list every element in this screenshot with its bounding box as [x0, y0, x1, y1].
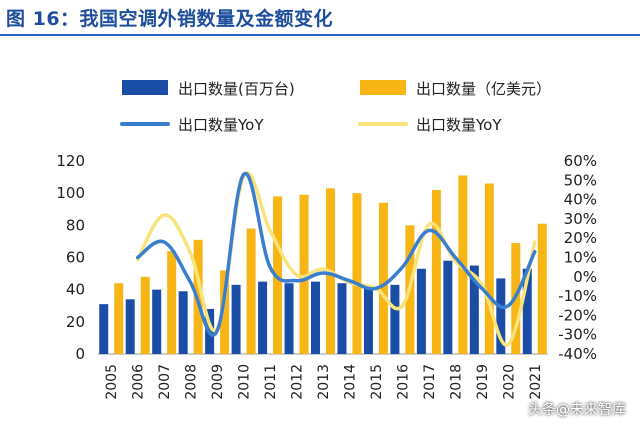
x-tick-2017: 2017 — [422, 364, 438, 400]
legend: 出口数量(百万台) 出口数量（亿美元） 出口数量YoY 出口数量YoY — [120, 80, 551, 134]
right-tick-50%: 50% — [564, 171, 597, 189]
right-tick--20%: -20% — [558, 306, 597, 324]
right-tick-0%: 0% — [573, 268, 597, 286]
left-tick-60: 60 — [66, 249, 85, 267]
bar-volume-2017 — [416, 268, 426, 354]
x-tick-2007: 2007 — [157, 364, 173, 400]
right-tick-10%: 10% — [564, 249, 597, 267]
right-tick-60%: 60% — [564, 152, 597, 170]
bar-amount-2014 — [352, 193, 362, 354]
x-tick-2006: 2006 — [131, 364, 147, 400]
left-tick-20: 20 — [66, 313, 85, 331]
bar-volume-2011 — [258, 281, 268, 354]
left-tick-120: 120 — [56, 152, 85, 170]
x-tick-2013: 2013 — [316, 364, 332, 400]
bar-volume-2006 — [125, 299, 135, 354]
legend-swatch-0 — [122, 80, 168, 95]
bar-volume-2012 — [284, 283, 294, 354]
legend-label-1: 出口数量（亿美元） — [416, 80, 551, 98]
title-underline — [0, 34, 640, 36]
legend-label-3: 出口数量YoY — [416, 116, 502, 134]
right-tick--10%: -10% — [558, 287, 597, 305]
line-series — [135, 171, 537, 347]
bar-amount-2019 — [484, 183, 494, 354]
bar-volume-2007 — [152, 289, 162, 354]
right-tick--40%: -40% — [558, 345, 597, 363]
left-tick-0: 0 — [75, 345, 85, 363]
bar-volume-2016 — [390, 284, 400, 354]
bar-volume-2005 — [99, 304, 109, 354]
x-tick-2014: 2014 — [342, 364, 358, 400]
x-tick-2009: 2009 — [210, 364, 226, 400]
left-tick-100: 100 — [56, 184, 85, 202]
x-tick-2019: 2019 — [475, 364, 491, 400]
bar-volume-2021 — [522, 268, 532, 354]
yoy-line-volume — [135, 171, 537, 337]
bar-volume-2015 — [363, 288, 373, 354]
bar-volume-2018 — [443, 260, 453, 354]
x-tick-2012: 2012 — [290, 364, 306, 400]
x-tick-2018: 2018 — [448, 364, 464, 400]
x-tick-2020: 2020 — [501, 364, 517, 400]
bar-amount-2012 — [299, 194, 309, 354]
bar-series — [99, 175, 547, 354]
x-tick-2015: 2015 — [369, 364, 385, 400]
x-tick-2005: 2005 — [104, 364, 120, 400]
bar-amount-2011 — [273, 196, 283, 354]
bar-volume-2019 — [469, 265, 479, 354]
right-axis-ticks: -40%-30% -20%-10%0%10% 20%30%40% 50%60% — [558, 152, 597, 363]
bar-amount-2010 — [246, 228, 256, 354]
bar-amount-2015 — [378, 202, 388, 354]
bar-volume-2010 — [231, 284, 241, 354]
bar-amount-2007 — [167, 251, 177, 354]
bar-amount-2017 — [431, 189, 441, 354]
legend-label-0: 出口数量(百万台) — [178, 80, 295, 98]
legend-label-2: 出口数量YoY — [178, 116, 264, 134]
bar-volume-2014 — [337, 283, 347, 354]
right-tick-20%: 20% — [564, 229, 597, 247]
right-tick-40%: 40% — [564, 191, 597, 209]
bar-amount-2005 — [114, 283, 124, 354]
legend-swatch-1 — [360, 80, 406, 95]
bar-amount-2006 — [140, 276, 150, 354]
x-tick-2010: 2010 — [237, 364, 253, 400]
bar-volume-2020 — [496, 278, 506, 354]
left-axis-ticks: 0 20 40 60 80 100 120 — [56, 152, 85, 363]
yoy-line-amount — [135, 171, 537, 347]
bar-volume-2013 — [311, 281, 320, 354]
x-tick-2011: 2011 — [263, 364, 279, 400]
right-tick--30%: -30% — [558, 326, 597, 344]
bar-volume-2008 — [178, 291, 188, 354]
bar-amount-2009 — [220, 270, 230, 354]
bar-amount-2021 — [537, 223, 547, 354]
x-tick-2016: 2016 — [395, 364, 411, 400]
x-tick-2008: 2008 — [184, 364, 200, 400]
chart-title: 图 16：我国空调外销数量及金额变化 — [6, 8, 334, 30]
watermark: 头条@未来智库 — [528, 402, 626, 418]
left-tick-40: 40 — [66, 281, 85, 299]
right-tick-30%: 30% — [564, 210, 597, 228]
left-tick-80: 80 — [66, 216, 85, 234]
x-tick-2021: 2021 — [528, 364, 544, 400]
x-axis-ticks: 2005 2006 2007 2008 2009 2010 2011 2012 2013 2014… — [104, 364, 544, 400]
